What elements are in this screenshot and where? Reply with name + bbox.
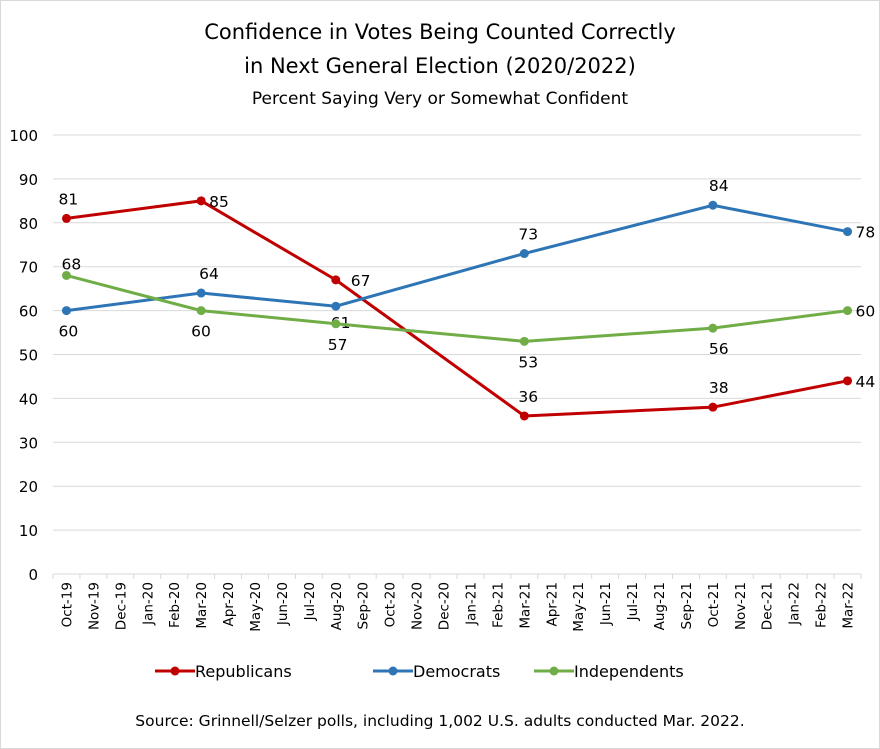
data-point — [843, 227, 853, 237]
data-label: 53 — [518, 353, 538, 371]
series-line — [66, 274, 848, 343]
data-label: 68 — [61, 255, 81, 273]
legend-marker — [388, 666, 398, 676]
data-point — [708, 323, 718, 333]
x-tick-label: Jul-21 — [625, 582, 641, 621]
x-tick-label: May-21 — [571, 582, 587, 632]
x-tick-label: Jun-20 — [275, 582, 291, 626]
x-tick-label: Aug-20 — [329, 582, 345, 630]
data-point — [331, 319, 341, 329]
y-tick-label: 30 — [19, 434, 38, 452]
x-tick-label: Oct-20 — [383, 582, 399, 627]
x-tick-label: Feb-21 — [490, 582, 506, 628]
data-point — [708, 200, 718, 210]
x-tick-label: Dec-19 — [113, 582, 129, 630]
y-tick-label: 70 — [19, 259, 38, 277]
y-tick-label: 40 — [19, 390, 38, 408]
data-label: 56 — [709, 340, 729, 358]
data-point — [519, 249, 529, 259]
x-tick-label: Jan-22 — [787, 582, 803, 626]
data-label: 60 — [58, 323, 78, 341]
y-tick-label: 60 — [19, 303, 38, 321]
x-tick-label: Mar-20 — [194, 582, 210, 629]
data-label: 57 — [328, 336, 348, 354]
chart-title: Confidence in Votes Being Counted Correc… — [204, 20, 676, 44]
legend-label: Democrats — [413, 662, 500, 681]
data-point — [61, 306, 71, 316]
x-tick-label: Oct-19 — [59, 582, 75, 627]
data-point — [196, 196, 206, 206]
legend-marker — [170, 666, 180, 676]
x-tick-label: Mar-22 — [841, 582, 857, 629]
series-line — [66, 203, 848, 313]
data-label: 85 — [209, 193, 229, 211]
x-tick-label: Nov-21 — [733, 582, 749, 630]
legend-item-democrats: Democrats — [373, 662, 500, 681]
chart-subtitle: Percent Saying Very or Somewhat Confiden… — [252, 89, 629, 109]
data-point — [843, 376, 853, 386]
y-tick-label: 20 — [19, 478, 38, 496]
legend-marker — [549, 666, 559, 676]
x-tick-label: Oct-21 — [706, 582, 722, 627]
y-tick-label: 50 — [19, 347, 38, 365]
data-label: 44 — [856, 373, 876, 391]
x-tick-label: Jan-20 — [140, 582, 156, 626]
data-point — [331, 301, 341, 311]
source-note: Source: Grinnell/Selzer polls, including… — [135, 712, 744, 730]
series-line — [66, 199, 848, 418]
x-tick-label: Aug-21 — [652, 582, 668, 630]
x-tick-label: Sep-21 — [679, 582, 695, 630]
y-tick-label: 10 — [19, 522, 38, 540]
x-tick-label: May-20 — [248, 582, 264, 632]
x-tick-label: Nov-20 — [410, 582, 426, 630]
data-label: 60 — [191, 323, 211, 341]
data-label: 67 — [351, 272, 371, 290]
data-label: 36 — [518, 388, 538, 406]
data-point — [843, 306, 853, 316]
x-tick-label: Jun-21 — [598, 582, 614, 626]
x-tick-label: Feb-22 — [814, 582, 830, 628]
x-tick-label: Dec-21 — [760, 582, 776, 630]
x-tick-label: Nov-19 — [86, 582, 102, 630]
data-point — [61, 213, 71, 223]
chart-title-line2: in Next General Election (2020/2022) — [244, 54, 636, 78]
legend-item-independents: Independents — [534, 662, 684, 681]
x-tick-label: Apr-20 — [221, 582, 237, 627]
x-tick-label: Dec-20 — [437, 582, 453, 630]
data-point — [519, 336, 529, 346]
x-tick-label: Sep-20 — [356, 582, 372, 630]
x-tick-label: Feb-20 — [167, 582, 183, 628]
data-point — [331, 275, 341, 285]
y-tick-label: 90 — [19, 171, 38, 189]
y-tick-label: 80 — [19, 215, 38, 233]
y-tick-label: 0 — [28, 566, 38, 584]
x-tick-label: Apr-21 — [544, 582, 560, 627]
data-label: 78 — [856, 224, 876, 242]
data-point — [708, 402, 718, 412]
y-tick-label: 100 — [9, 127, 38, 145]
legend-item-republicans: Republicans — [155, 662, 292, 681]
data-point — [196, 288, 206, 298]
data-label: 60 — [856, 303, 876, 321]
data-point — [196, 306, 206, 316]
legend-label: Independents — [574, 662, 684, 681]
data-label: 64 — [199, 265, 219, 283]
data-label: 38 — [709, 379, 729, 397]
data-label: 73 — [518, 226, 538, 244]
x-tick-label: Jul-20 — [302, 582, 318, 621]
legend-label: Republicans — [195, 662, 292, 681]
x-tick-label: Mar-21 — [517, 582, 533, 629]
data-label: 84 — [709, 177, 729, 195]
data-point — [61, 270, 71, 280]
series-republicans: 81 85 67 36 38 44 — [58, 190, 876, 421]
x-tick-label: Jan-21 — [463, 582, 479, 626]
data-point — [519, 411, 529, 421]
series-independents: 68 60 57 53 56 60 — [61, 255, 875, 371]
data-label: 81 — [58, 190, 78, 208]
